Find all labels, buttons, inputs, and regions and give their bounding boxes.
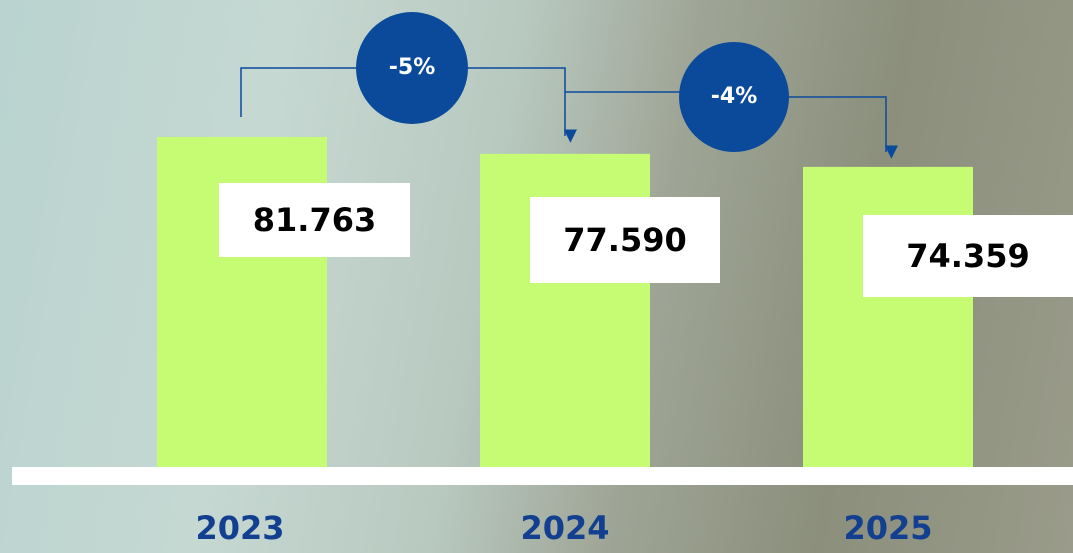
connector: [466, 68, 565, 136]
x-tick-label: 2025: [843, 509, 932, 547]
baseline: [12, 467, 1073, 485]
value-label: 74.359: [906, 237, 1029, 275]
value-label: 77.590: [563, 221, 686, 259]
bar: [803, 167, 973, 467]
value-label: 81.763: [253, 201, 376, 239]
chart: -5% -4% 81.763 2023 77.590 2024 74.359 2025: [0, 0, 1073, 553]
x-tick-label: 2024: [520, 509, 609, 547]
change-label: -5%: [389, 55, 435, 80]
change-label: -4%: [711, 84, 757, 109]
x-tick-label: 2023: [195, 509, 284, 547]
connector: [241, 68, 360, 117]
connector: [788, 97, 886, 152]
